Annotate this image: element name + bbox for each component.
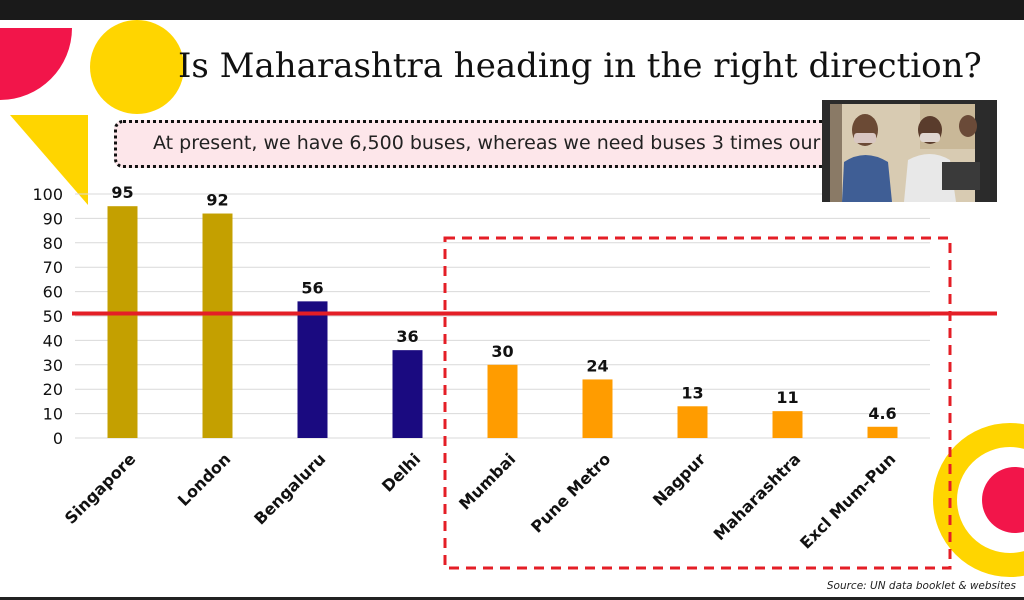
data-label: 95 — [111, 183, 133, 202]
data-label: 30 — [491, 342, 513, 361]
red-inner-circle — [982, 467, 1024, 533]
y-tick-label: 50 — [43, 307, 63, 326]
bar — [202, 213, 233, 438]
yellow-ring — [933, 423, 1024, 577]
category-label: Excl Mum-Pun — [796, 449, 899, 552]
yellow-circle — [90, 20, 184, 114]
note-banner: At present, we have 6,500 buses, whereas… — [114, 120, 874, 168]
bar — [297, 301, 328, 438]
page-title: Is Maharashtra heading in the right dire… — [178, 46, 982, 86]
data-label: 24 — [586, 356, 608, 375]
category-label: London — [174, 449, 234, 509]
bottom-bar — [0, 597, 1024, 600]
data-label: 36 — [396, 327, 418, 346]
y-tick-label: 0 — [53, 429, 63, 448]
y-tick-label: 10 — [43, 405, 63, 424]
y-tick-label: 90 — [43, 209, 63, 228]
data-label: 92 — [206, 191, 228, 210]
category-label: Maharashtra — [710, 449, 805, 544]
bar — [487, 364, 518, 438]
y-tick-label: 60 — [43, 283, 63, 302]
highlight-box — [443, 236, 952, 570]
top-bar — [0, 0, 1024, 20]
y-tick-label: 40 — [43, 331, 63, 350]
source-note: Source: UN data booklet & websites — [826, 580, 1016, 592]
bar — [677, 406, 708, 438]
category-label: Mumbai — [455, 449, 519, 513]
y-tick-label: 30 — [43, 356, 63, 375]
video-people-icon — [822, 100, 997, 202]
yellow-triangle — [10, 115, 88, 205]
category-label: Singapore — [61, 449, 139, 527]
category-label: Pune Metro — [527, 449, 614, 536]
data-label: 11 — [776, 388, 798, 407]
y-tick-label: 70 — [43, 258, 63, 277]
bar — [772, 411, 803, 438]
y-tick-label: 20 — [43, 380, 63, 399]
data-label: 4.6 — [868, 404, 896, 423]
category-label: Bengaluru — [250, 449, 329, 528]
red-quarter-circle — [0, 28, 72, 100]
bar — [867, 426, 898, 438]
bar — [392, 350, 423, 438]
y-tick-label: 80 — [43, 234, 63, 253]
bar — [107, 206, 138, 438]
video-thumbnail[interactable] — [822, 100, 997, 202]
data-label: 13 — [681, 383, 703, 402]
category-label: Nagpur — [649, 449, 709, 509]
bar — [582, 379, 613, 438]
data-label: 56 — [301, 278, 323, 297]
y-tick-label: 100 — [32, 185, 63, 204]
category-label: Delhi — [378, 449, 424, 495]
